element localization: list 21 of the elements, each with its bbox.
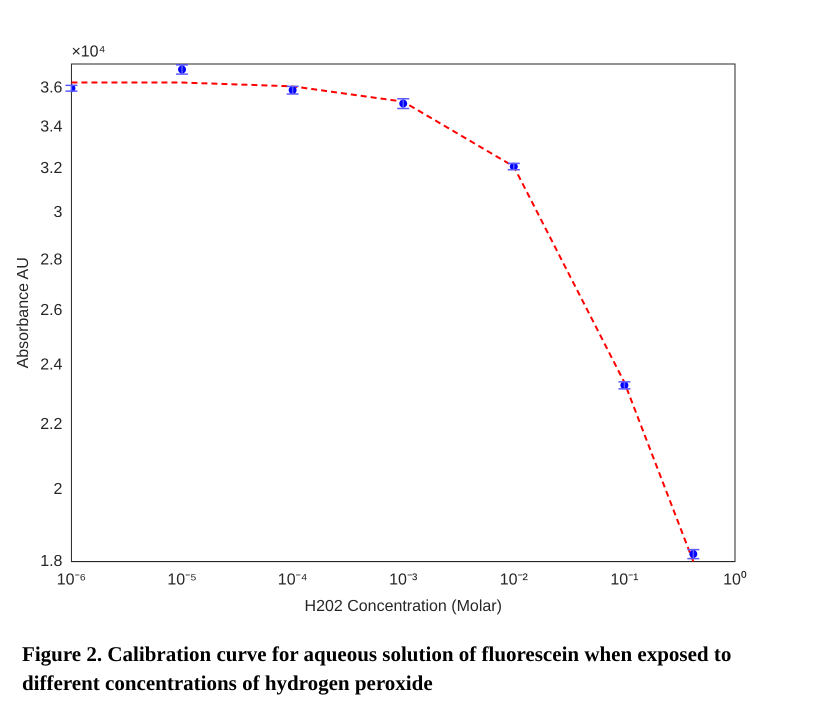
y-tick-label: 3 (54, 204, 63, 222)
x-tick-label: 10⁻⁴ (278, 572, 308, 589)
x-tick-label: 10⁻³ (389, 572, 418, 589)
x-tick-label: 10⁻⁶ (56, 572, 86, 589)
caption: Figure 2. Calibration curve for aqueous solution of fluorescein when exposed to different concentrations of hydrogen peroxide (22, 641, 732, 697)
y-tick-label: 1.8 (40, 553, 63, 570)
y-tick-label: 3.2 (40, 160, 63, 178)
x-axis-title: H202 Concentration (Molar) (304, 598, 502, 615)
x-tick-label: 10⁻⁵ (167, 572, 197, 589)
x-tick-label: 10⁻¹ (610, 572, 638, 589)
y-tick-label: 2.8 (40, 251, 63, 268)
y-tick-label: 3.6 (40, 80, 63, 97)
y-tick-label: 3.4 (40, 118, 63, 136)
x-tick-label: 10⁰ (723, 570, 747, 589)
y-tick-label: 2 (54, 481, 63, 498)
y-axis-title: Absorbance AU (15, 257, 32, 368)
y-tick-label: 2.4 (40, 356, 63, 374)
y-tick-label: 2.2 (40, 416, 63, 433)
text: ×10⁴ (71, 43, 106, 60)
y-tick-label: 2.6 (40, 302, 63, 319)
x-tick-label: 10⁻² (500, 572, 529, 589)
